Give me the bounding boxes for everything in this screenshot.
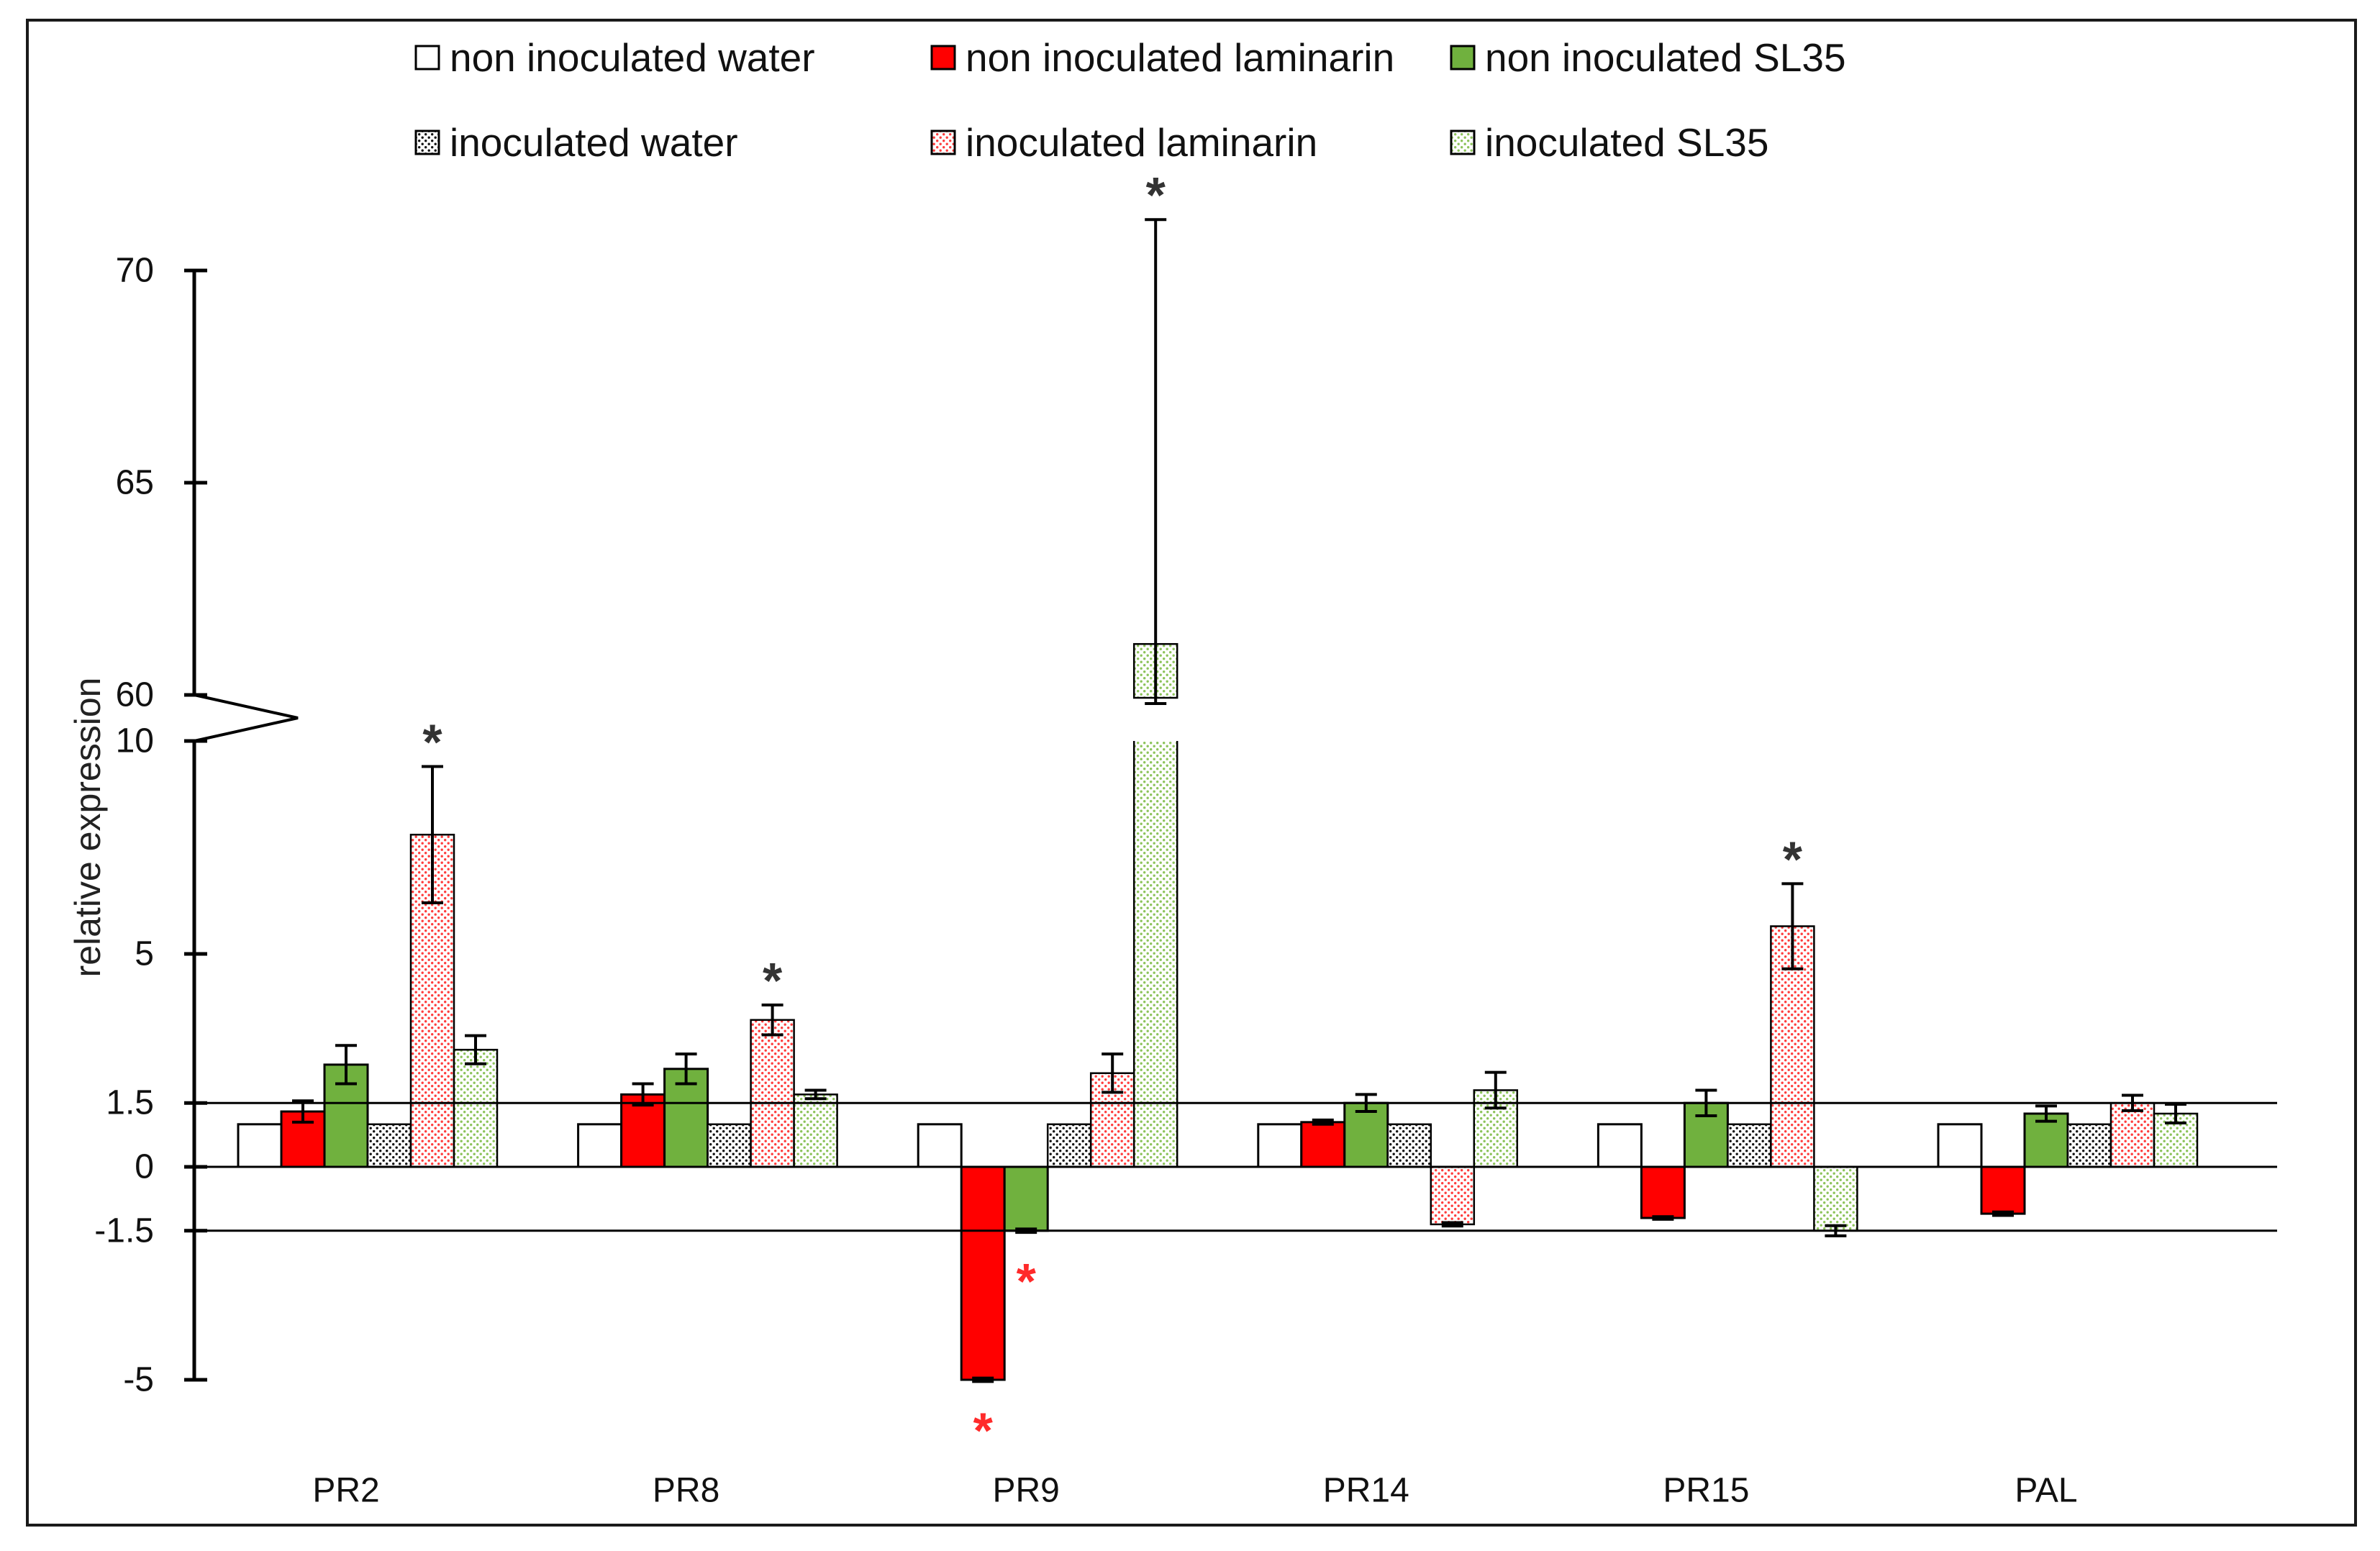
- error-bars: [292, 218, 2186, 1383]
- bar-pal-non-inoculated-laminarin: [1980, 1165, 2026, 1215]
- y-tick-label-70: 70: [116, 252, 154, 290]
- error-bar-pal-inoculated-sl35: [2165, 1102, 2186, 1125]
- y-tick-label-minus-5: -5: [123, 1361, 154, 1399]
- error-bar-pr14-inoculated-laminarin: [1441, 1221, 1463, 1228]
- significance-star-pr2-inoculated-laminarin: *: [422, 714, 442, 770]
- legend-label: inoculated water: [450, 120, 738, 165]
- bar-pr8-inoculated-laminarin: [750, 1019, 795, 1168]
- significance-star-pr9-inoculated-sl35: *: [1146, 167, 1166, 223]
- y-tick-label-minus-1-5: -1.5: [94, 1211, 154, 1250]
- bar-pr9-non-inoculated-laminarin: [960, 1165, 1006, 1381]
- axis-break-mark: [194, 693, 299, 742]
- y-tick-label-0: 0: [135, 1148, 154, 1186]
- significance-marks: * * * * * *: [422, 167, 1802, 1458]
- error-bar-pr15-non-inoculated-laminarin: [1652, 1215, 1674, 1221]
- legend-item-non-inoculated-sl35: non inoculated SL35: [1450, 35, 1846, 80]
- error-bar-pal-non-inoculated-sl35: [2035, 1104, 2057, 1123]
- chart-frame: [26, 19, 2357, 1527]
- bar-pr15-inoculated-sl35: [1813, 1165, 1858, 1232]
- legend-label: inoculated laminarin: [966, 120, 1317, 165]
- error-bar-pal-non-inoculated-laminarin: [1992, 1210, 2014, 1217]
- bar-pr9-inoculated-laminarin: [1089, 1072, 1135, 1168]
- bar-pr15-inoculated-water: [1727, 1123, 1772, 1168]
- legend-swatch: [1450, 129, 1476, 155]
- y-tick-label-65: 65: [116, 464, 154, 502]
- error-bar-pr8-inoculated-sl35: [804, 1088, 827, 1101]
- error-bar-pr15-non-inoculated-sl35: [1695, 1088, 1717, 1117]
- legend: non inoculated water non inoculated lamin…: [414, 35, 1846, 165]
- bar-pal-inoculated-laminarin: [2109, 1101, 2156, 1168]
- bar-pr2-inoculated-sl35: [453, 1048, 499, 1168]
- bar-pr14-inoculated-laminarin: [1430, 1165, 1476, 1226]
- legend-label: non inoculated water: [450, 35, 815, 80]
- legend-item-non-inoculated-laminarin: non inoculated laminarin: [930, 35, 1394, 80]
- legend-item-non-inoculated-water: non inoculated water: [414, 35, 815, 80]
- y-axis-label: relative expression: [68, 678, 108, 978]
- bars: [237, 642, 2199, 1381]
- error-bar-pr9-inoculated-laminarin: [1102, 1052, 1124, 1094]
- bar-pr9-non-inoculated-water: [917, 1123, 963, 1168]
- y-tick-label-1-5: 1.5: [106, 1084, 154, 1122]
- error-bar-pr14-inoculated-sl35: [1484, 1070, 1507, 1110]
- category-label-pr8: PR8: [653, 1472, 719, 1510]
- error-bar-pr9-inoculated-sl35: [1145, 218, 1167, 705]
- category-label-pr15: PR15: [1663, 1472, 1749, 1510]
- category-label-pr14: PR14: [1323, 1472, 1409, 1510]
- significance-star-pr9-non-inoculated-laminarin: *: [973, 1402, 994, 1458]
- y-tick-label-5: 5: [135, 935, 154, 973]
- bar-pr9-non-inoculated-sl35: [1003, 1165, 1049, 1232]
- bar-pr9-inoculated-water: [1046, 1123, 1092, 1168]
- category-labels: PR2 PR8 PR9 PR14 PR15 PAL: [312, 1472, 2077, 1510]
- significance-star-pr15-inoculated-laminarin: *: [1783, 831, 1803, 887]
- legend-swatch: [1450, 45, 1476, 70]
- y-axis: 70 65 60 10 5 1.5 0 -1.5 -5: [94, 252, 299, 1399]
- bar-pr15-non-inoculated-laminarin: [1640, 1165, 1686, 1219]
- legend-swatch: [414, 129, 440, 155]
- y-tick-label-60: 60: [116, 676, 154, 714]
- bar-pr8-non-inoculated-water: [577, 1123, 623, 1168]
- bar-pr8-inoculated-water: [707, 1123, 752, 1168]
- error-bar-pr2-non-inoculated-laminarin: [292, 1099, 314, 1124]
- error-bar-pr8-inoculated-laminarin: [761, 1004, 784, 1037]
- error-bar-pr14-non-inoculated-laminarin: [1312, 1118, 1334, 1126]
- significance-star-pr9-non-inoculated-sl35: *: [1017, 1253, 1037, 1309]
- bar-pal-non-inoculated-water: [1937, 1123, 1983, 1168]
- legend-swatch: [930, 45, 956, 70]
- error-bar-pal-inoculated-laminarin: [2122, 1093, 2143, 1112]
- legend-swatch: [414, 45, 440, 70]
- legend-swatch: [930, 129, 956, 155]
- bar-pr15-non-inoculated-water: [1596, 1123, 1643, 1168]
- error-bar-pr2-inoculated-sl35: [465, 1034, 486, 1065]
- error-bar-pr2-non-inoculated-sl35: [335, 1044, 357, 1086]
- legend-item-inoculated-laminarin: inoculated laminarin: [930, 120, 1317, 165]
- significance-star-pr8-inoculated-laminarin: *: [763, 952, 783, 1009]
- error-bar-pr9-non-inoculated-laminarin: [972, 1376, 994, 1383]
- y-tick-label-10: 10: [116, 722, 154, 760]
- category-label-pal: PAL: [2015, 1472, 2077, 1510]
- legend-item-inoculated-water: inoculated water: [414, 120, 738, 165]
- error-bar-pr8-non-inoculated-sl35: [675, 1052, 697, 1086]
- error-bar-pr14-non-inoculated-sl35: [1355, 1093, 1377, 1114]
- error-bar-pr15-inoculated-sl35: [1825, 1224, 1847, 1237]
- error-bar-pr9-non-inoculated-sl35: [1015, 1227, 1037, 1234]
- error-bar-pr15-inoculated-laminarin: [1781, 882, 1804, 970]
- legend-label: non inoculated laminarin: [966, 35, 1394, 80]
- legend-item-inoculated-sl35: inoculated SL35: [1450, 120, 1768, 165]
- bar-pr14-inoculated-water: [1386, 1123, 1432, 1168]
- legend-label: non inoculated SL35: [1485, 35, 1846, 80]
- reference-lines: [194, 1101, 2277, 1232]
- bar-pr2-non-inoculated-water: [237, 1123, 283, 1168]
- category-label-pr9: PR9: [993, 1472, 1060, 1510]
- bar-pr14-non-inoculated-water: [1257, 1123, 1303, 1168]
- bar-pr14-non-inoculated-laminarin: [1300, 1121, 1346, 1168]
- category-label-pr2: PR2: [312, 1472, 379, 1510]
- bar-pal-inoculated-water: [2066, 1123, 2112, 1168]
- bar-lower-segment: [1134, 741, 1178, 1167]
- bar-pr8-inoculated-sl35: [793, 1093, 838, 1168]
- error-bar-pr2-inoculated-laminarin: [422, 765, 443, 904]
- legend-label: inoculated SL35: [1485, 120, 1768, 165]
- bar-pr2-inoculated-water: [366, 1123, 412, 1168]
- error-bar-pr8-non-inoculated-laminarin: [632, 1082, 654, 1107]
